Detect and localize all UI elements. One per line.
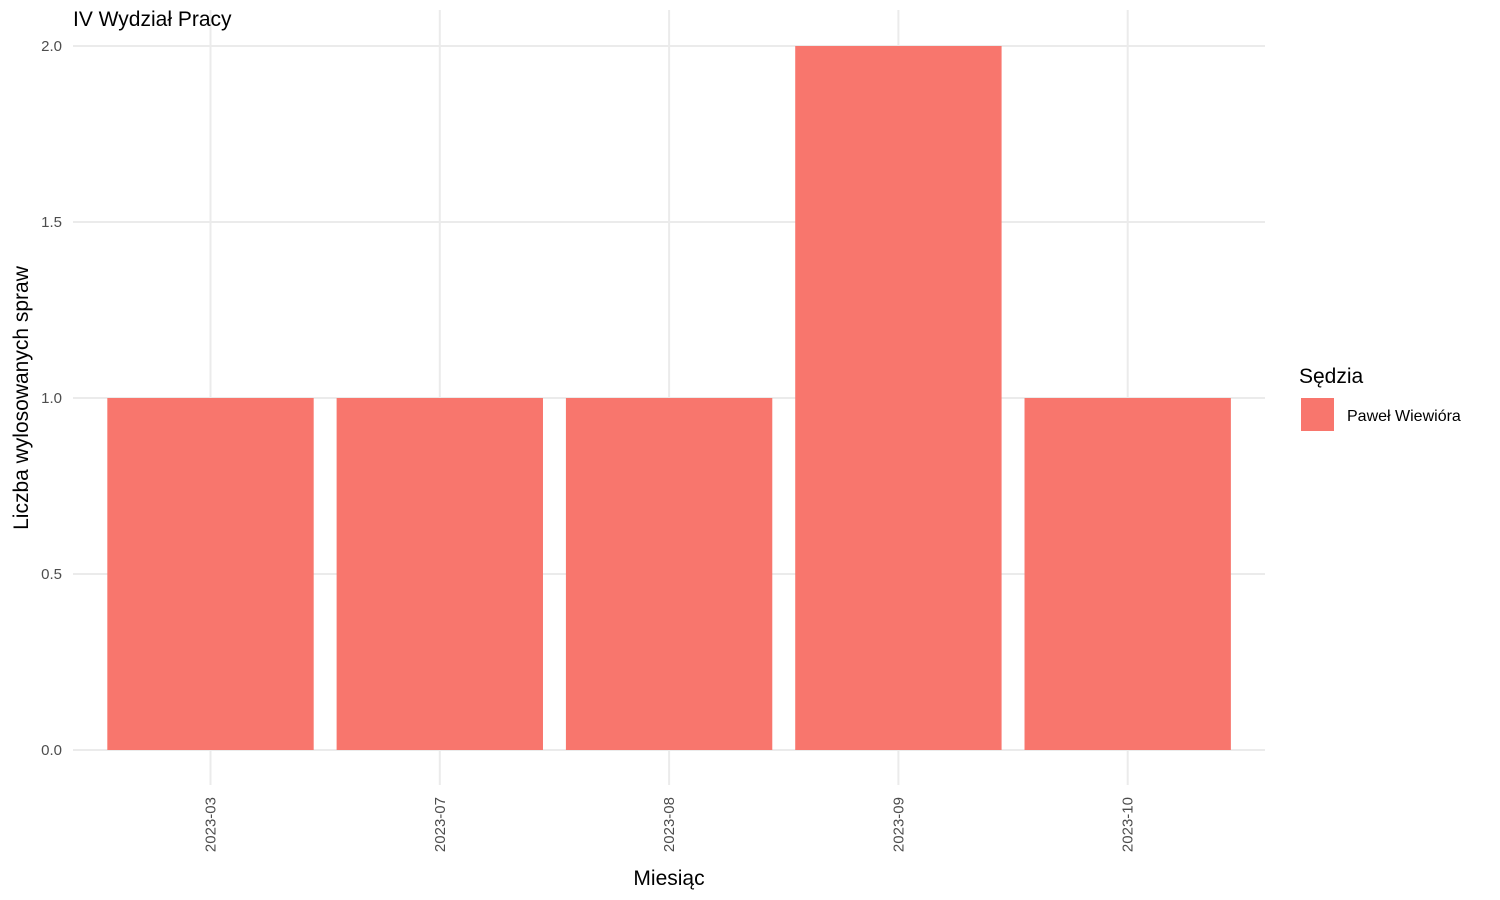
y-tick-label: 1.5 xyxy=(41,214,62,231)
x-tick-label: 2023-03 xyxy=(203,797,220,852)
legend: Sędzia Paweł Wiewióra xyxy=(1299,365,1461,431)
y-tick-labels: 0.0 0.5 1.0 1.5 2.0 xyxy=(41,38,62,759)
y-tick-label: 0.0 xyxy=(41,742,62,759)
x-tick-label: 2023-09 xyxy=(890,797,907,852)
bar-2023-07 xyxy=(336,398,543,750)
y-tick-label: 0.5 xyxy=(41,566,62,583)
y-tick-label: 1.0 xyxy=(41,390,62,407)
legend-label-pawel-wiewiora: Paweł Wiewióra xyxy=(1347,408,1461,425)
x-axis-title: Miesiąc xyxy=(633,867,704,890)
bar-2023-10 xyxy=(1024,398,1231,750)
y-tick-label: 2.0 xyxy=(41,38,62,55)
x-tick-labels: 2023-03 2023-07 2023-08 2023-09 2023-10 xyxy=(203,797,1137,852)
x-tick-label: 2023-10 xyxy=(1120,797,1137,852)
bar-2023-08 xyxy=(565,398,773,750)
legend-title: Sędzia xyxy=(1299,365,1364,388)
bars xyxy=(107,46,1231,750)
x-tick-label: 2023-07 xyxy=(432,797,449,852)
bar-2023-03 xyxy=(107,398,314,750)
bar-2023-09 xyxy=(795,46,1002,750)
x-tick-label: 2023-08 xyxy=(661,797,678,852)
legend-swatch-pawel-wiewiora xyxy=(1301,398,1334,431)
chart-title: IV Wydział Pracy xyxy=(73,8,232,31)
y-axis-title: Liczba wylosowanych spraw xyxy=(10,265,33,530)
